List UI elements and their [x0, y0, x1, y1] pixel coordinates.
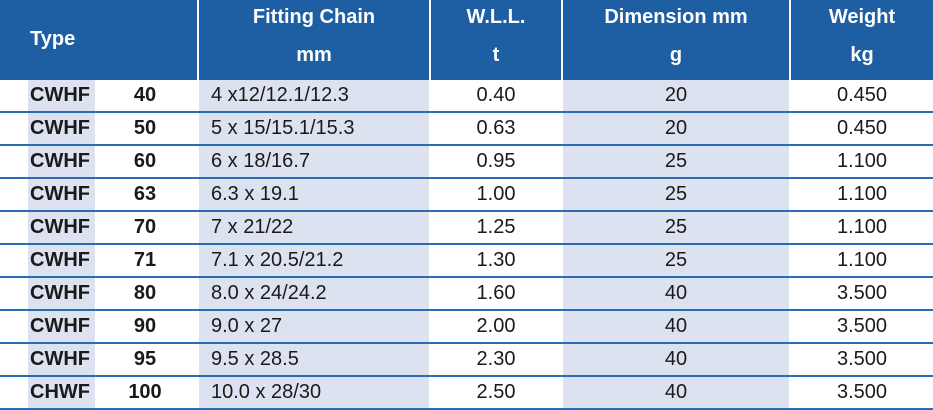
- table-cell: 40: [563, 278, 789, 309]
- row-separator: [0, 111, 933, 113]
- table-cell: 25: [563, 179, 789, 210]
- table-cell: CWHF: [28, 179, 95, 210]
- table-cell: 80: [133, 282, 157, 304]
- table-cell: CWHF: [28, 212, 95, 243]
- table-cell: 4 x12/12.1/12.3: [199, 80, 429, 111]
- table-cell: 7.1 x 20.5/21.2: [199, 245, 429, 276]
- table-cell: 70: [133, 216, 157, 238]
- table-cell: CWHF: [28, 311, 95, 342]
- table-cell: 40: [133, 84, 157, 106]
- table-cell: 100: [128, 381, 162, 403]
- header-line: W.L.L.: [466, 6, 526, 28]
- header-cell: Dimension mm g: [563, 0, 789, 80]
- table-cell: CWHF: [28, 80, 95, 111]
- table-cell: 1.60: [476, 282, 516, 304]
- table-cell: 3.500: [836, 315, 888, 337]
- table-cell: 2.30: [476, 348, 516, 370]
- table-cell: 0.450: [836, 117, 888, 139]
- table-cell: 1.100: [836, 249, 888, 271]
- table-cell: 3.500: [836, 381, 888, 403]
- header-cell: Fitting Chain mm: [199, 0, 429, 80]
- row-separator: [0, 243, 933, 245]
- table-cell: 10.0 x 28/30: [199, 377, 429, 408]
- header-line: g: [669, 44, 683, 66]
- row-separator: [0, 342, 933, 344]
- row-separator: [0, 375, 933, 377]
- table-cell: 90: [133, 315, 157, 337]
- header-line: Type: [30, 28, 76, 50]
- table-cell: 0.450: [836, 84, 888, 106]
- table-cell: 25: [563, 245, 789, 276]
- header-cell: Weight kg: [791, 0, 933, 80]
- table-cell: 6 x 18/16.7: [199, 146, 429, 177]
- table-cell: 20: [563, 80, 789, 111]
- table-cell: CWHF: [28, 146, 95, 177]
- table-cell: 0.40: [476, 84, 516, 106]
- table-cell: 7 x 21/22: [199, 212, 429, 243]
- table-cell: 8.0 x 24/24.2: [199, 278, 429, 309]
- header-line: Dimension mm: [604, 6, 748, 28]
- header-cell: Type: [0, 0, 197, 80]
- table-cell: 1.100: [836, 183, 888, 205]
- table-cell: 71: [133, 249, 157, 271]
- row-separator: [0, 276, 933, 278]
- header-line: kg: [850, 44, 874, 66]
- table-cell: CWHF: [28, 344, 95, 375]
- header-line: Fitting Chain: [252, 6, 376, 28]
- table-cell: 25: [563, 146, 789, 177]
- table-cell: 50: [133, 117, 157, 139]
- table-cell: 95: [133, 348, 157, 370]
- row-separator: [0, 309, 933, 311]
- table-cell: 3.500: [836, 348, 888, 370]
- table-cell: 40: [563, 311, 789, 342]
- header-line: mm: [296, 44, 332, 66]
- table-cell: CHWF: [28, 377, 95, 408]
- table-cell: 25: [563, 212, 789, 243]
- table-cell: 2.50: [476, 381, 516, 403]
- header-line: t: [492, 44, 500, 66]
- row-separator: [0, 408, 933, 410]
- table-cell: 6.3 x 19.1: [199, 179, 429, 210]
- table-cell: 0.95: [476, 150, 516, 172]
- header-line: Weight: [828, 6, 896, 28]
- header-cell: W.L.L. t: [431, 0, 561, 80]
- table-cell: CWHF: [28, 245, 95, 276]
- table-cell: 9.5 x 28.5: [199, 344, 429, 375]
- table-cell: CWHF: [28, 113, 95, 144]
- table-cell: 63: [133, 183, 157, 205]
- table-cell: 1.25: [476, 216, 516, 238]
- table-cell: 40: [563, 344, 789, 375]
- row-separator: [0, 177, 933, 179]
- table-cell: 40: [563, 377, 789, 408]
- table-cell: CWHF: [28, 278, 95, 309]
- table-cell: 20: [563, 113, 789, 144]
- table-cell: 1.100: [836, 150, 888, 172]
- table-cell: 0.63: [476, 117, 516, 139]
- table-cell: 60: [133, 150, 157, 172]
- row-separator: [0, 144, 933, 146]
- row-separator: [0, 210, 933, 212]
- table-cell: 1.100: [836, 216, 888, 238]
- table-cell: 2.00: [476, 315, 516, 337]
- table-cell: 1.00: [476, 183, 516, 205]
- table-cell: 9.0 x 27: [199, 311, 429, 342]
- table-cell: 3.500: [836, 282, 888, 304]
- table-cell: 5 x 15/15.1/15.3: [199, 113, 429, 144]
- table-cell: 1.30: [476, 249, 516, 271]
